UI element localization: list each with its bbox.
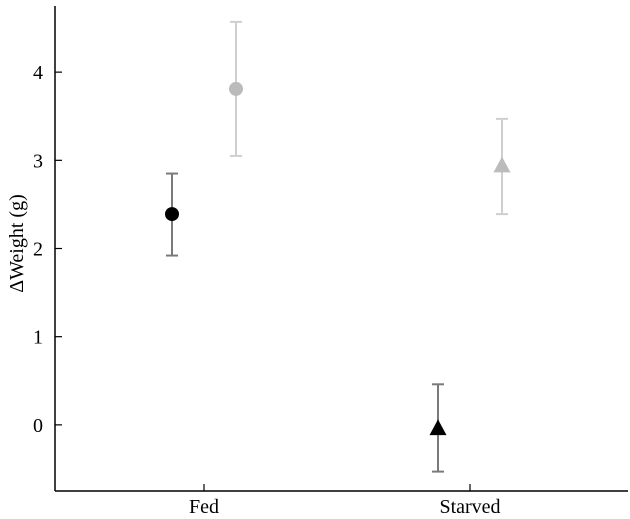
y-tick-label: 3 <box>33 150 43 172</box>
data-point-group <box>165 172 179 257</box>
data-point-group <box>429 383 447 473</box>
y-tick-label: 2 <box>33 239 43 261</box>
x-tick-label: Starved <box>439 496 500 518</box>
x-tick-label: Fed <box>189 496 219 518</box>
y-tick-label: 1 <box>33 327 43 349</box>
data-point-group <box>229 20 243 157</box>
data-point <box>229 81 243 96</box>
y-tick-label: 4 <box>33 62 43 84</box>
data-point <box>165 207 179 222</box>
data-point-group <box>493 117 511 216</box>
data-point <box>429 419 447 436</box>
y-axis-title: ΔWeight (g) <box>6 194 28 292</box>
data-point <box>493 156 511 173</box>
axes: 0 1 2 3 4 Fed Starved <box>33 6 628 518</box>
y-tick-label: 0 <box>33 415 43 437</box>
marks <box>165 20 511 473</box>
